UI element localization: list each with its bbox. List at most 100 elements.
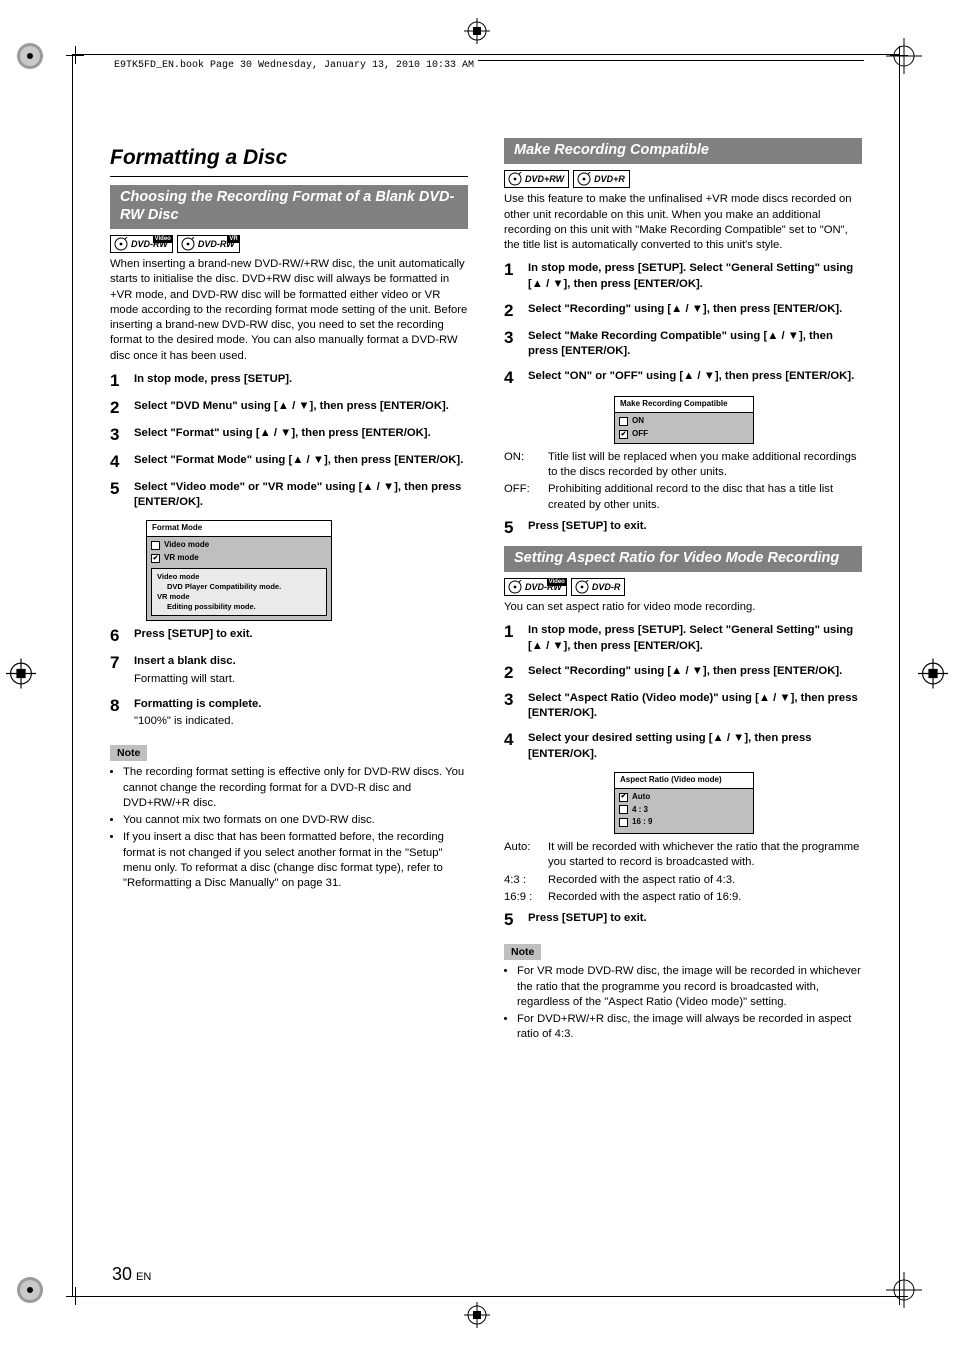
page-lang: EN bbox=[136, 1271, 151, 1283]
right-column: Make Recording Compatible DVD+RW DVD+R U… bbox=[498, 130, 862, 1049]
def-row: 4:3 : Recorded with the aspect ratio of 4… bbox=[504, 873, 862, 888]
note-bullets: For VR mode DVD-RW disc, the image will … bbox=[504, 964, 862, 1042]
steps-list-c: 1In stop mode, press [SETUP]. Select "Ge… bbox=[504, 261, 862, 386]
subhead-choosing-format: Choosing the Recording Format of a Blank… bbox=[110, 185, 468, 229]
menu-body: ON OFF bbox=[615, 413, 753, 443]
steps-list-a: 1In stop mode, press [SETUP]. 2Select "D… bbox=[110, 372, 468, 511]
menu-title: Aspect Ratio (Video mode) bbox=[615, 773, 753, 789]
step-number: 3 bbox=[110, 426, 124, 443]
step: 8Formatting is complete."100%" is indica… bbox=[110, 697, 468, 730]
menu-body: Auto 4 : 3 16 : 9 bbox=[615, 789, 753, 833]
step-text: Select "DVD Menu" using [▲ / ▼], then pr… bbox=[134, 399, 468, 414]
steps-list-d2: 5Press [SETUP] to exit. bbox=[504, 911, 862, 928]
step-number: 4 bbox=[504, 369, 518, 386]
media-badges-2: DVD+RW DVD+R bbox=[504, 170, 862, 188]
step-subtext: Formatting will start. bbox=[134, 672, 468, 687]
menu-row: ON bbox=[619, 415, 749, 428]
intro-paragraph: You can set aspect ratio for video mode … bbox=[504, 600, 862, 615]
desc-heading: Video mode bbox=[157, 572, 321, 582]
disc-icon bbox=[181, 237, 195, 251]
note-label: Note bbox=[504, 944, 541, 960]
step-text: Select your desired setting using [▲ / ▼… bbox=[528, 731, 862, 762]
step-text: Insert a blank disc.Formatting will star… bbox=[134, 654, 468, 687]
disc-icon bbox=[114, 237, 128, 251]
source-header: E9TK5FD_EN.book Page 30 Wednesday, Janua… bbox=[110, 60, 864, 74]
menu-row-label: 16 : 9 bbox=[632, 817, 652, 828]
checkbox-icon bbox=[619, 805, 628, 814]
note-item: If you insert a disc that has been forma… bbox=[123, 830, 468, 891]
checkbox-icon bbox=[151, 541, 160, 550]
step-subtext: "100%" is indicated. bbox=[134, 714, 468, 729]
def-text: Recorded with the aspect ratio of 4:3. bbox=[548, 873, 862, 888]
section-title: Formatting a Disc bbox=[110, 144, 468, 177]
step-number: 3 bbox=[504, 329, 518, 346]
menu-title: Make Recording Compatible bbox=[615, 397, 753, 413]
step-text: In stop mode, press [SETUP]. bbox=[134, 372, 468, 387]
checkbox-icon bbox=[619, 818, 628, 827]
media-badges-1: DVD-RW Video DVD-RW VR bbox=[110, 235, 468, 253]
desc-detail: Editing possibility mode. bbox=[157, 602, 321, 612]
step: 5Select "Video mode" or "VR mode" using … bbox=[110, 480, 468, 511]
desc-heading: VR mode bbox=[157, 592, 321, 602]
crop-br bbox=[890, 1287, 908, 1305]
step-text: Press [SETUP] to exit. bbox=[134, 627, 468, 642]
step-number: 1 bbox=[110, 372, 124, 389]
badge-dvd-plus-r: DVD+R bbox=[573, 170, 630, 188]
menu-title: Format Mode bbox=[147, 521, 331, 537]
reg-corner-bl bbox=[8, 1268, 52, 1317]
note-item: The recording format setting is effectiv… bbox=[123, 765, 468, 811]
def-text: Title list will be replaced when you mak… bbox=[548, 450, 862, 481]
menu-format-mode: Format Mode Video mode VR mode Video mod… bbox=[146, 520, 332, 621]
step-number: 2 bbox=[504, 302, 518, 319]
menu-row-label: ON bbox=[632, 416, 644, 427]
def-term: OFF: bbox=[504, 482, 540, 513]
badge-label: DVD+RW bbox=[525, 173, 564, 185]
step-number: 4 bbox=[110, 453, 124, 470]
desc-detail: DVD Player Compatibility mode. bbox=[157, 582, 321, 592]
badge-tag: Video bbox=[547, 578, 567, 586]
checkbox-checked-icon bbox=[619, 793, 628, 802]
def-text: Recorded with the aspect ratio of 16:9. bbox=[548, 890, 862, 905]
step-number: 5 bbox=[504, 911, 518, 928]
step-number: 7 bbox=[110, 654, 124, 671]
menu-row: VR mode bbox=[151, 552, 327, 565]
step: 4Select your desired setting using [▲ / … bbox=[504, 731, 862, 762]
step-text: Select "Aspect Ratio (Video mode)" using… bbox=[528, 691, 862, 722]
menu-row-label: 4 : 3 bbox=[632, 805, 648, 816]
menu-row-label: Auto bbox=[632, 792, 650, 803]
source-header-text: E9TK5FD_EN.book Page 30 Wednesday, Janua… bbox=[110, 60, 478, 71]
checkbox-checked-icon bbox=[151, 554, 160, 563]
def-term: 4:3 : bbox=[504, 873, 540, 888]
def-text: Prohibiting additional record to the dis… bbox=[548, 482, 862, 513]
menu-row: OFF bbox=[619, 428, 749, 441]
step: 3Select "Format" using [▲ / ▼], then pre… bbox=[110, 426, 468, 443]
page-number: 30 EN bbox=[112, 1264, 151, 1285]
crop-bl bbox=[66, 1287, 84, 1305]
def-term: 16:9 : bbox=[504, 890, 540, 905]
step-text: In stop mode, press [SETUP]. Select "Gen… bbox=[528, 623, 862, 654]
step: 2Select "Recording" using [▲ / ▼], then … bbox=[504, 664, 862, 681]
badge-label: DVD+R bbox=[594, 173, 625, 185]
note-item: For VR mode DVD-RW disc, the image will … bbox=[517, 964, 862, 1010]
step-number: 1 bbox=[504, 261, 518, 278]
note-item: You cannot mix two formats on one DVD-RW… bbox=[123, 813, 468, 828]
disc-icon bbox=[577, 172, 591, 186]
step: 4Select "Format Mode" using [▲ / ▼], the… bbox=[110, 453, 468, 470]
menu-row-label: Video mode bbox=[164, 540, 209, 551]
crop-tl bbox=[66, 46, 84, 64]
step-text: Press [SETUP] to exit. bbox=[528, 519, 862, 534]
reg-corner-tl bbox=[8, 34, 52, 83]
page-number-value: 30 bbox=[112, 1264, 132, 1284]
step: 1In stop mode, press [SETUP]. Select "Ge… bbox=[504, 623, 862, 654]
checkbox-checked-icon bbox=[619, 430, 628, 439]
step-text: Select "Make Recording Compatible" using… bbox=[528, 329, 862, 360]
step-number: 8 bbox=[110, 697, 124, 714]
menu-row: Video mode bbox=[151, 539, 327, 552]
step: 3 Select "Make Recording Compatible" usin… bbox=[504, 329, 862, 360]
badge-dvd-rw-video: DVD-RW Video bbox=[504, 578, 567, 596]
badge-dvd-r: DVD-R bbox=[571, 578, 626, 596]
step: 6Press [SETUP] to exit. bbox=[110, 627, 468, 644]
step-number: 5 bbox=[504, 519, 518, 536]
badge-tag: Video bbox=[153, 235, 173, 243]
def-term: ON: bbox=[504, 450, 540, 481]
